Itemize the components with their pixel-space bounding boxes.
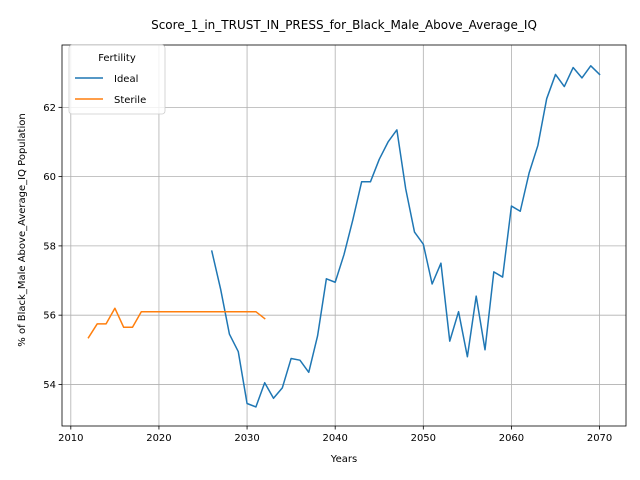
series-lines [87, 65, 601, 408]
x-tick-label: 2070 [587, 433, 612, 444]
x-tick-label: 2060 [499, 433, 524, 444]
x-tick-label: 2010 [58, 433, 83, 444]
legend-title: Fertility [98, 53, 136, 64]
y-tick-label: 56 [43, 311, 56, 322]
x-tick-label: 2040 [322, 433, 347, 444]
y-tick-label: 62 [43, 103, 56, 114]
plot-area-frame [61, 44, 627, 427]
y-tick-label: 58 [43, 241, 56, 252]
y-tick-label: 54 [43, 380, 56, 391]
legend-box [68, 44, 166, 115]
legend-label-ideal: Ideal [114, 74, 138, 85]
series-line-ideal [210, 65, 601, 408]
y-axis-label: % of Black_Male Above_Average_IQ Populat… [17, 113, 28, 346]
y-tick-label: 60 [43, 172, 56, 183]
x-tick-label: 2050 [411, 433, 436, 444]
legend-entries: Ideal Sterile [75, 74, 146, 106]
legend-label-sterile: Sterile [114, 95, 146, 106]
x-tick-label: 2020 [146, 433, 171, 444]
x-tick-label: 2030 [234, 433, 259, 444]
axis-ticks: 2010 2020 2030 2040 2050 2060 2070 54 56 58 60 62 [43, 103, 612, 444]
grid [62, 45, 626, 426]
legend: Fertility Ideal Sterile [68, 44, 166, 115]
series-line-sterile [87, 307, 266, 339]
x-axis-label: Years [330, 454, 357, 465]
chart-title: Score_1_in_TRUST_IN_PRESS_for_Black_Male… [151, 18, 537, 32]
